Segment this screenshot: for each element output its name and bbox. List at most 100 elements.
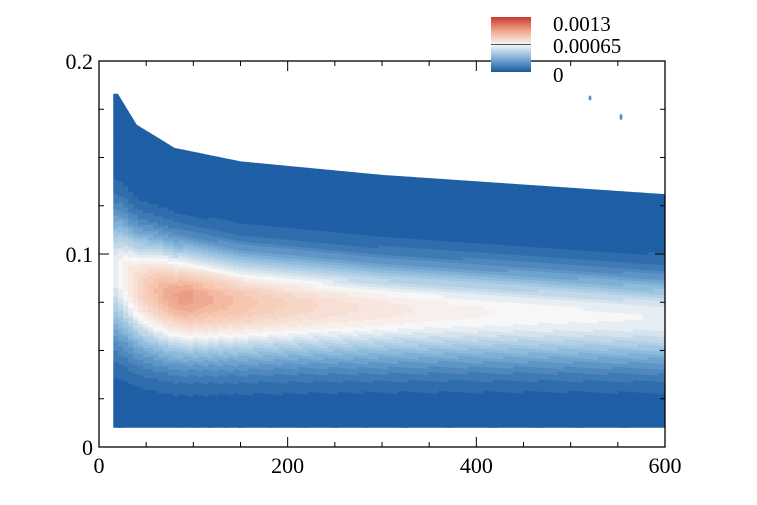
contour-cell [308,218,314,222]
contour-cell [378,242,384,247]
contour-cell [243,349,249,354]
contour-cell [318,240,324,244]
contour-cell [293,171,299,176]
contour-cell [218,342,224,346]
contour-cell [378,269,384,274]
contour-cell [163,381,169,385]
contour-cell [318,408,324,412]
contour-cell [313,323,319,328]
contour-cell [263,336,269,341]
contour-cell [288,234,294,238]
contour-cell [168,165,174,170]
contour-cell [243,358,249,363]
contour-cell [118,277,124,281]
contour-cell [153,423,159,427]
contour-cell [123,132,129,137]
contour-cell [198,167,204,171]
contour-cell [243,280,249,285]
contour-cell [258,384,264,388]
contour-cell [323,264,329,269]
contour-cell [138,219,144,223]
contour-cell [323,378,329,383]
contour-cell [178,208,184,212]
contour-cell [273,253,279,258]
contour-cell [298,382,304,386]
contour-cell [248,419,254,423]
contour-cell [123,231,129,236]
contour-cell [278,230,284,234]
contour-cell [153,285,159,289]
contour-cell [238,217,244,221]
contour-cell [218,417,224,421]
contour-cell [318,285,324,289]
contour-cell [248,239,254,243]
contour-cell [243,361,249,366]
contour-cell [248,191,254,195]
contour-cell [298,202,304,206]
contour-cell [133,376,139,381]
contour-cell [318,345,324,349]
contour-cell [238,226,244,230]
contour-cell [213,290,219,294]
contour-cell [113,164,119,169]
contour-cell [258,213,264,217]
contour-cell [243,217,249,222]
contour-cell [233,321,239,325]
contour-cell [113,314,119,319]
contour-cell [243,274,249,279]
contour-cell [128,197,134,202]
contour-cell [218,195,224,199]
contour-cell [233,177,239,181]
contour-cell [293,279,299,284]
contour-cell [338,382,344,387]
contour-cell [228,263,234,267]
contour-cell [193,295,199,299]
contour-cell [278,242,284,246]
contour-cell [213,326,219,330]
contour-cell [133,193,139,198]
contour-cell [138,258,144,262]
contour-cell [198,149,204,153]
contour-cell [333,400,339,404]
contour-cell [153,240,159,244]
contour-cell [208,340,214,344]
contour-cell [298,346,304,350]
contour-cell [118,157,124,161]
contour-cell [113,107,119,112]
contour-cell [238,172,244,176]
contour-cell [353,420,359,424]
contour-cell [228,350,234,354]
contour-cell [148,396,154,400]
contour-cell [248,413,254,417]
contour-cell [318,255,324,259]
contour-cell [243,163,249,168]
contour-cell [333,415,339,419]
contour-cell [178,310,184,314]
contour-cell [238,388,244,392]
contour-cell [183,347,189,351]
contour-cell [353,342,359,346]
contour-cell [143,369,149,373]
contour-cell [188,306,194,310]
contour-cell [208,298,214,302]
contour-cell [368,373,374,378]
contour-cell [328,259,334,263]
contour-cell [303,418,309,423]
contour-cell [283,248,289,253]
contour-cell [163,330,169,334]
contour-cell [203,381,209,385]
contour-cell [168,306,174,311]
contour-cell [308,353,314,357]
contour-cell [198,410,204,414]
contour-cell [143,198,149,202]
contour-cell [133,211,139,216]
contour-cell [273,250,279,255]
contour-cell [228,299,234,303]
contour-cell [338,244,344,249]
contour-cell [353,204,359,208]
contour-cell [298,169,304,173]
contour-cell [358,369,364,374]
contour-cell [348,311,354,316]
contour-cell [303,220,309,225]
contour-cell [158,369,164,373]
